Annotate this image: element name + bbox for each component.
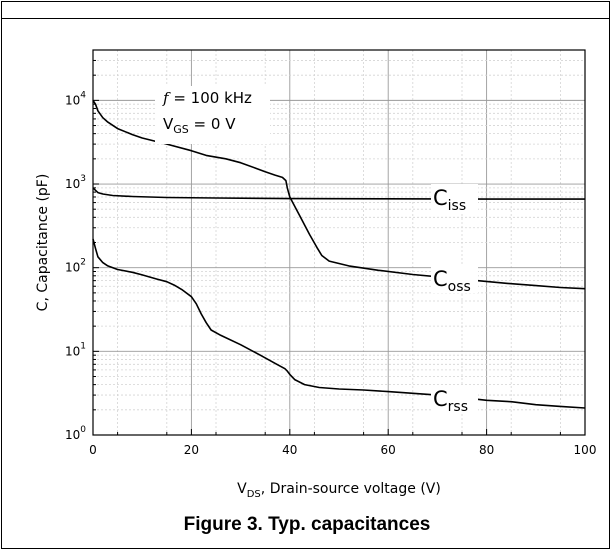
annotation-frequency-value: = 100 kHz: [169, 89, 252, 107]
y-tick-label-exponent: 3: [80, 174, 86, 184]
y-tick-label: 103: [65, 174, 86, 191]
series-label-subscript: iss: [448, 198, 466, 214]
series-label-subscript: rss: [448, 399, 468, 415]
figure-header-bar: [1, 1, 610, 19]
x-tick-label: 40: [282, 443, 297, 457]
annotation-vgs-subscript: GS: [173, 123, 189, 136]
annotation-vgs-value: = 0 V: [189, 115, 236, 133]
y-tick-label-base: 10: [65, 261, 80, 275]
x-tick-label: 100: [574, 443, 597, 457]
y-tick-label: 101: [65, 341, 86, 358]
chart-grid: [93, 50, 585, 435]
y-tick-label-exponent: 0: [80, 425, 86, 435]
capacitance-chart: 0 20 40 60 80 100100101102103104CissCossCrssf…: [35, 49, 596, 500]
x-axis-title-text: , Drain-source voltage (V): [261, 481, 441, 497]
y-tick-label-exponent: 2: [80, 258, 86, 268]
y-tick-label: 100: [65, 425, 86, 442]
annotation-frequency: f = 100 kHz: [162, 89, 252, 107]
y-tick-label-base: 10: [65, 428, 80, 442]
annotation-vgs: VGS = 0 V: [163, 115, 236, 136]
x-axis-title-symbol: V: [237, 481, 247, 497]
series-label-subscript: oss: [448, 279, 471, 295]
x-tick-label: 60: [381, 443, 396, 457]
y-axis-title: C, Capacitance (pF): [35, 174, 51, 312]
x-axis-title: VDS, Drain-source voltage (V): [237, 481, 441, 500]
y-tick-label-base: 10: [65, 93, 80, 107]
y-tick-label-base: 10: [65, 344, 80, 358]
annotation-frequency-symbol: f: [162, 89, 171, 107]
x-tick-label: 20: [184, 443, 199, 457]
y-tick-label-exponent: 4: [80, 90, 86, 100]
x-axis-title-subscript: DS: [247, 489, 261, 500]
annotation-vgs-symbol: V: [163, 115, 174, 133]
x-tick-label: 0: [89, 443, 97, 457]
series-label-background: [431, 385, 478, 413]
annotation-background: [155, 86, 270, 144]
series-label-main: C: [433, 267, 448, 291]
series-label-coss: Coss: [433, 267, 471, 295]
series-line-ciss: [92, 187, 585, 200]
series-label-crss: Crss: [433, 387, 468, 415]
series-line-coss: [92, 99, 586, 290]
series-label-ciss: Ciss: [433, 186, 466, 214]
series-label-background: [431, 184, 478, 212]
series-label-background: [431, 265, 478, 293]
x-tick-label: 80: [479, 443, 494, 457]
y-tick-label: 102: [65, 258, 86, 275]
y-tick-label-exponent: 1: [80, 341, 86, 351]
figure-caption: Figure 3. Typ. capacitances: [183, 514, 431, 535]
chart-labels: 0 20 40 60 80 100100101102103104CissCossCrssf…: [35, 86, 596, 500]
series-label-main: C: [433, 186, 448, 210]
axis-ticks: [92, 59, 586, 436]
y-tick-label: 104: [65, 90, 86, 107]
series-label-main: C: [433, 387, 448, 411]
y-tick-label-base: 10: [65, 177, 80, 191]
